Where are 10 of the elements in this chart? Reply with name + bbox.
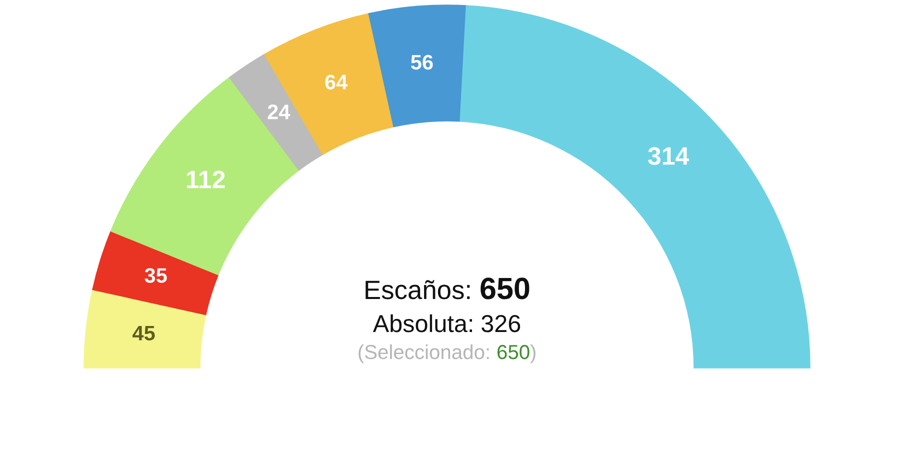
data-label: 112: [186, 170, 225, 188]
data-label: 64: [325, 74, 348, 90]
text: (Seleccionado: 650): [358, 344, 536, 364]
data-label: 45: [132, 326, 155, 340]
data-label: 56: [411, 54, 433, 70]
data-label: 24: [268, 104, 290, 120]
data-label: 35: [144, 268, 167, 283]
data-label: 314: [648, 147, 690, 165]
text: Escaños: 650: [366, 278, 530, 300]
text: Absoluta: 326: [372, 314, 520, 332]
